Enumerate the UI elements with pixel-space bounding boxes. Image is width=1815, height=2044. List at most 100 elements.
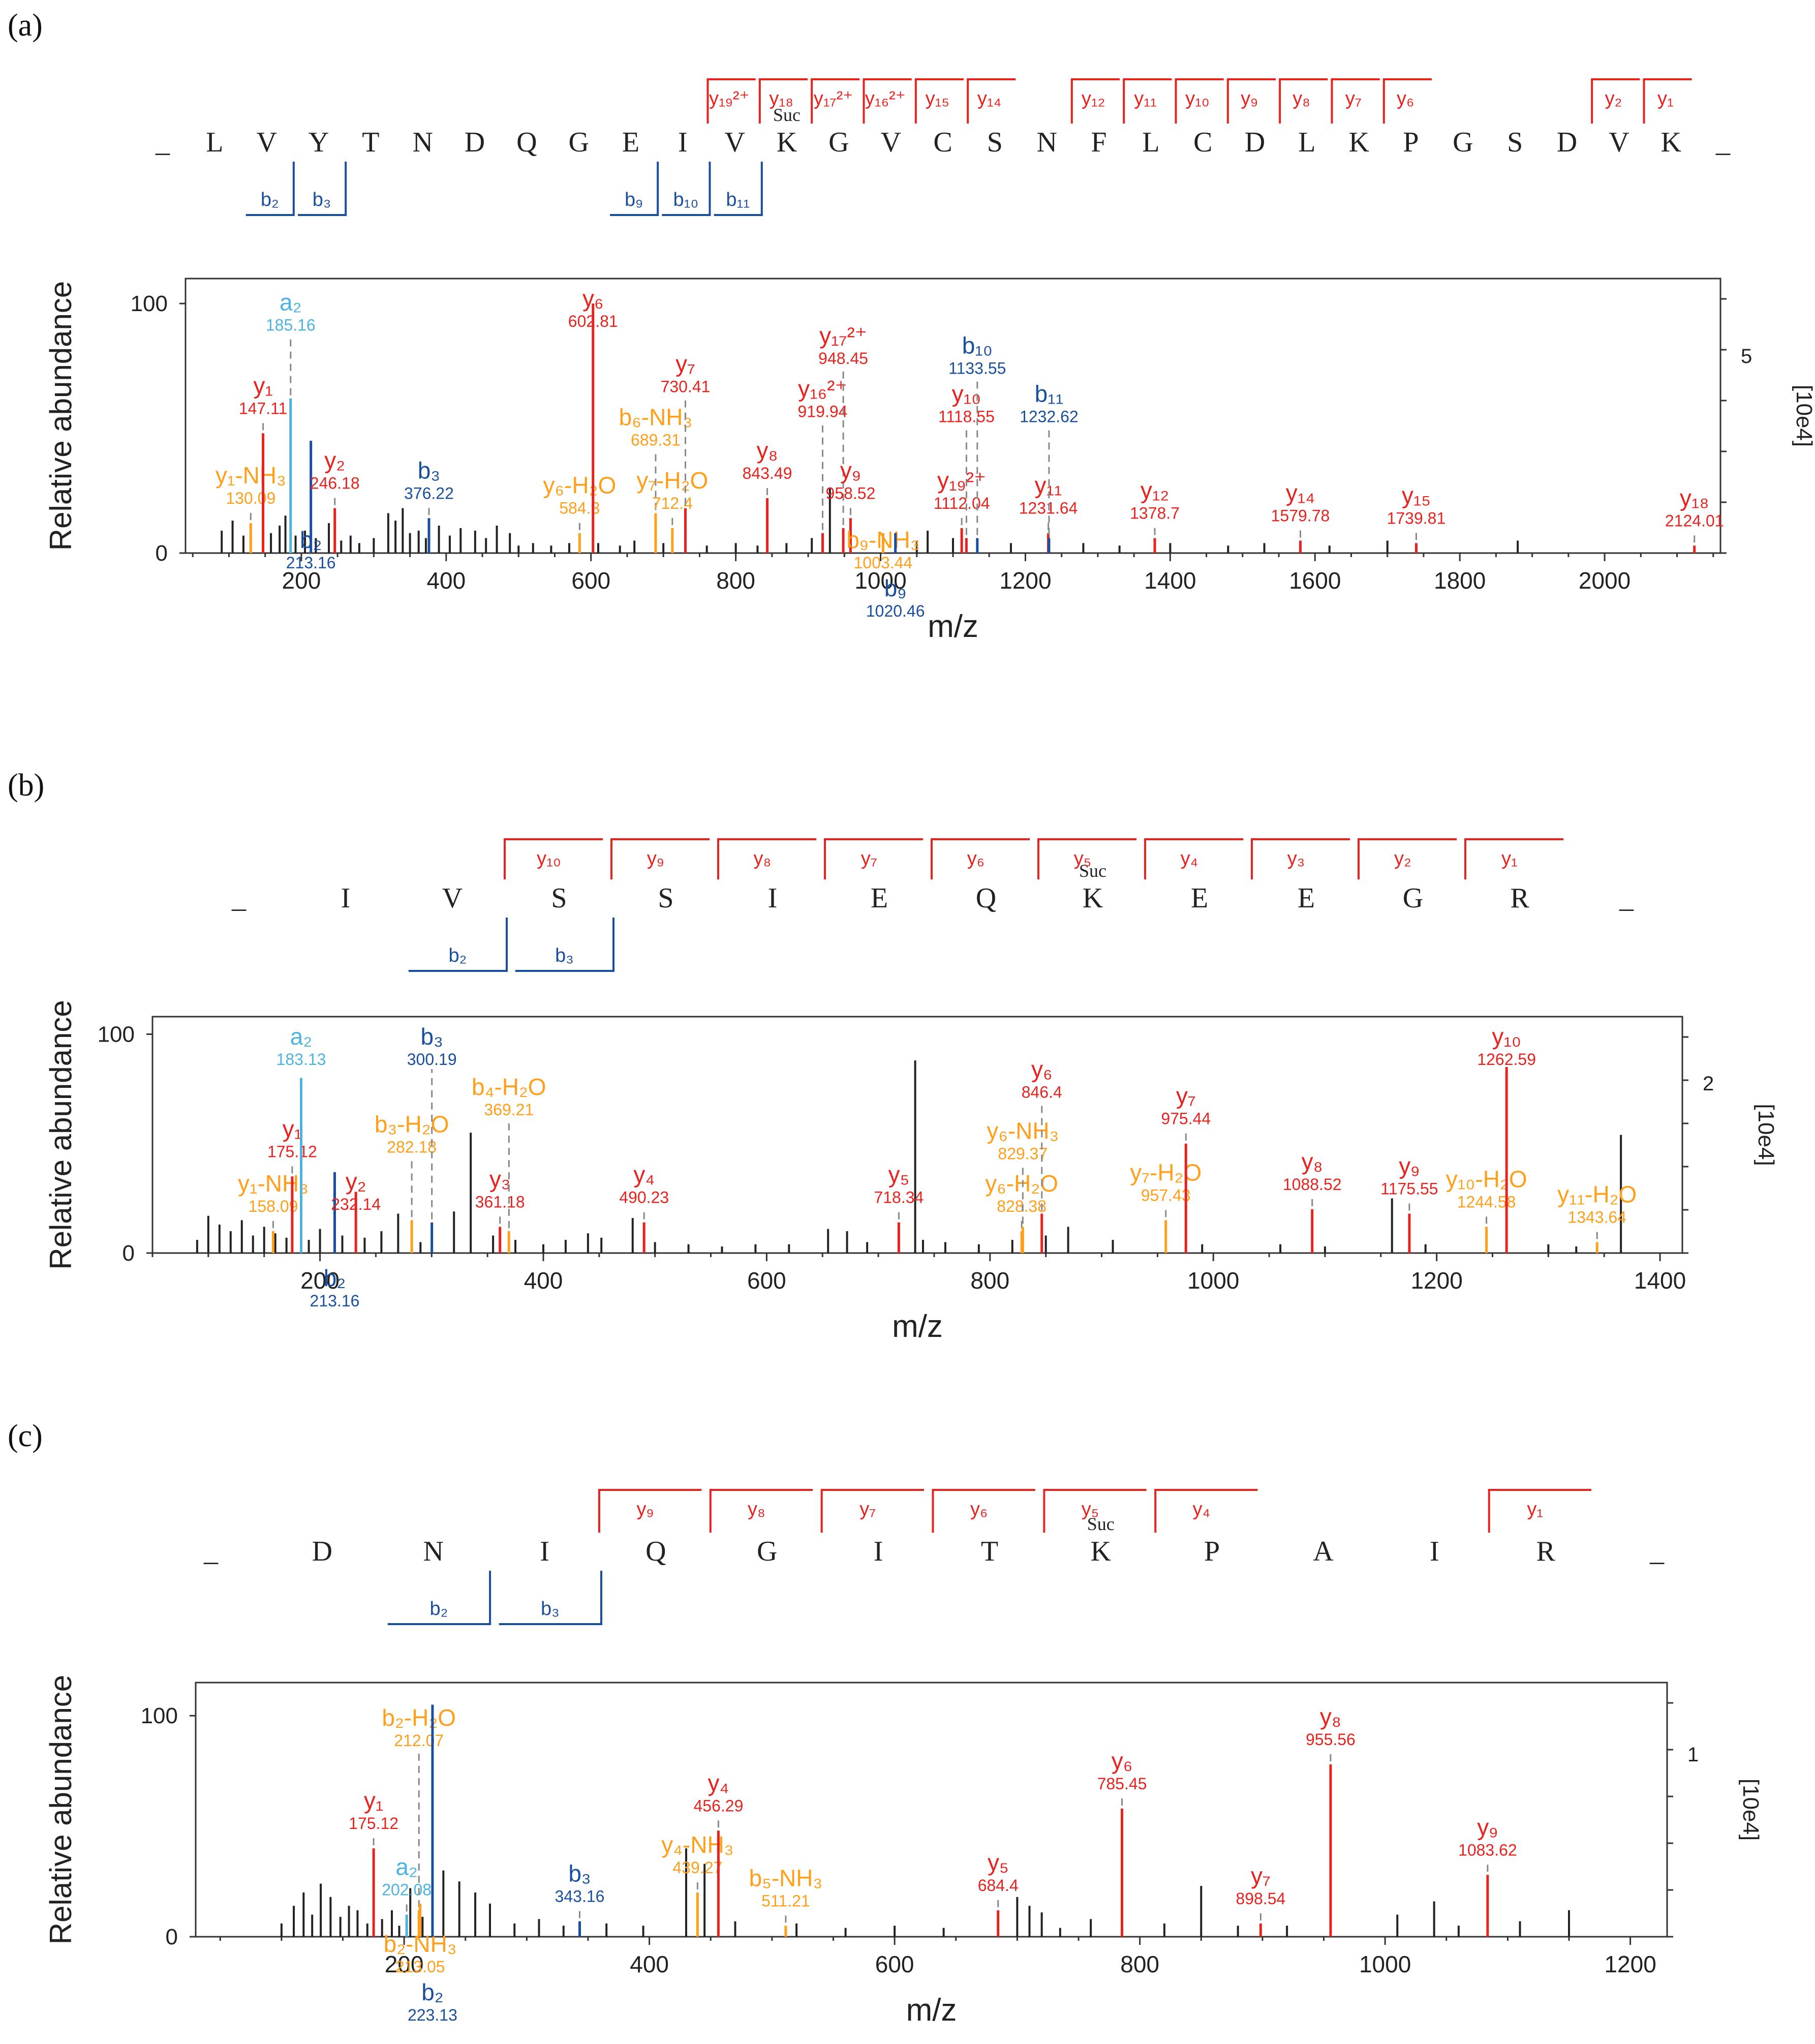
peak-ion-label: y₁₉²⁺ — [937, 467, 986, 494]
peak-mz-label: 1112.04 — [934, 494, 990, 512]
peak-ion-label: b₃ — [421, 1023, 443, 1050]
peptide-sequence: _ D N I Q G I T K P A I R _ Suc y₉ y₈ y₇ y₆ y₅ y₄ y₁ b₂ b₃ — [203, 1489, 1665, 1625]
y-fragment-bracket — [709, 1489, 813, 1533]
peak-mz-label: 232.14 — [331, 1195, 381, 1213]
y-tick-label: 0 — [156, 541, 168, 566]
x-tick-label: 600 — [875, 1951, 914, 1977]
residue: P — [1204, 1536, 1220, 1567]
noise-peaks — [221, 488, 1519, 553]
residue: N — [1036, 127, 1057, 158]
plot-frame — [151, 1016, 1683, 1254]
peptide-sequence: _ I V S S I E Q K E E G R _ Suc y₁₀ y₉ y₈ y₇ y₆ y₅ y₄ y₃ y₂ y₁ b₂… — [231, 838, 1634, 972]
y-fragment-bracket — [717, 838, 817, 879]
y-fragment-label: y₇ — [1345, 88, 1362, 109]
peak-ion-label: b₂ — [300, 527, 322, 553]
peak-mz-label: 689.31 — [631, 431, 681, 449]
peak-ion-label: b₂ — [421, 1979, 443, 2005]
x-tick-label: 2000 — [1579, 567, 1631, 594]
peak-ion-label: y₃ — [489, 1166, 511, 1192]
b-fragment-bracket — [610, 162, 659, 216]
residue: V — [1609, 127, 1629, 158]
peak-mz-label: 361.18 — [475, 1193, 525, 1211]
y-fragment-bracket — [914, 78, 964, 124]
x-axis: 200 400 600 800 1000 1200 m/z — [219, 1937, 1656, 2028]
peak-mz-label: 1088.52 — [1283, 1175, 1342, 1194]
panel--c-: (c) _ D N I Q G I T K P A I R _ Suc y₉ y₈ y₇ y₆ y₅ y₄ y₁ b₂ b₃ 20… — [8, 1419, 1763, 2028]
peak-mz-label: 511.21 — [761, 1892, 810, 1910]
x-tick-label: 1400 — [1634, 1267, 1686, 1294]
peak-mz-label: 846.4 — [1022, 1083, 1062, 1102]
y-fragment-bracket — [1464, 838, 1564, 879]
x-tick-label: 400 — [630, 1951, 669, 1977]
peak-ion-label: y₁₇²⁺ — [819, 322, 867, 349]
peak-mz-label: 1083.62 — [1458, 1841, 1517, 1859]
peak-mz-label: 2124.01 — [1665, 511, 1724, 530]
x-tick-label: 800 — [716, 567, 755, 594]
peak-mz-label: 919.94 — [798, 403, 848, 421]
y-axis-title: Relative abundance — [44, 1000, 78, 1269]
peak-ion-label: y₅ — [988, 1849, 1009, 1876]
x-tick-label: 1000 — [854, 567, 906, 594]
residue: G — [568, 127, 589, 158]
peak-mz-label: 1175.55 — [1380, 1180, 1438, 1198]
peak-ion-label: b₄-H₂O — [472, 1074, 546, 1100]
y-fragment-label: y₈ — [1293, 88, 1310, 109]
b-fragment-label: b₁₀ — [673, 189, 699, 210]
residue: D — [1245, 127, 1265, 158]
y-tick-label: 0 — [166, 1925, 178, 1949]
residue: K — [1660, 127, 1681, 158]
b-fragment-label: b₂ — [261, 189, 279, 210]
residue: I — [341, 882, 351, 914]
b-fragment-label: b₁₁ — [726, 189, 750, 210]
peak-mz-label: 958.52 — [826, 484, 876, 502]
y-fragment-bracket — [1070, 78, 1120, 124]
peak-mz-label: 158.09 — [249, 1197, 298, 1215]
y-fragment-bracket — [863, 78, 912, 124]
right-axis-title: [10e4] — [1754, 1104, 1778, 1166]
y-fragment-bracket — [706, 78, 756, 124]
residue: G — [1403, 882, 1423, 914]
y-fragment-label: y₆ — [967, 848, 985, 869]
plot-border — [151, 1016, 1683, 1254]
y-fragment-label: y₅ — [1082, 1499, 1099, 1520]
peak-ion-label: b₃ — [418, 457, 440, 483]
peak-ion-label: y₁₄ — [1286, 479, 1315, 506]
peak-ion-label: b₁₀ — [962, 332, 993, 359]
residue: S — [987, 127, 1003, 158]
peak-mz-label: 175.12 — [267, 1142, 317, 1161]
peak-mz-label: 785.45 — [1097, 1775, 1147, 1793]
residue: T — [981, 1536, 998, 1567]
b-fragment-label: b₃ — [313, 189, 331, 210]
y-fragment-label: y₁ — [1657, 88, 1674, 109]
residue: R — [1536, 1536, 1555, 1567]
panel-label: (b) — [8, 768, 44, 803]
residue: V — [880, 127, 901, 158]
y-fragment-label: y₄ — [1193, 1499, 1211, 1520]
x-axis: 200 400 600 800 1000 1200 1400 1600 1800 2000 m/z — [192, 553, 1714, 644]
residue: S — [658, 882, 673, 914]
residue: L — [1142, 127, 1159, 158]
right-tick-label: 1 — [1687, 1744, 1699, 1766]
peak-mz-label: 300.19 — [407, 1050, 457, 1069]
peak-mz-label: 602.81 — [568, 312, 618, 330]
residue: R — [1510, 882, 1529, 914]
right-axis-title: [10e4] — [1738, 1779, 1763, 1841]
peak-mz-label: 1739.81 — [1387, 509, 1446, 527]
peak-mz-label: 456.29 — [693, 1796, 743, 1815]
peak-ion-label: y₁₀ — [1492, 1023, 1521, 1050]
peak-mz-label: 957.43 — [1141, 1186, 1191, 1204]
y-fragment-bracket — [610, 838, 710, 879]
right-tick-label: 5 — [1741, 345, 1752, 368]
x-tick-label: 1000 — [1187, 1267, 1239, 1294]
peak-ion-label: b₁₁ — [1035, 381, 1064, 407]
peak-mz-label: 1232.62 — [1020, 408, 1079, 426]
modification-label: Suc — [773, 105, 801, 125]
peak-ion-label: y₇ — [1251, 1863, 1271, 1889]
panel-label: (a) — [8, 8, 43, 43]
y-fragment-bracket — [820, 1489, 924, 1533]
residue: E — [1298, 882, 1315, 914]
peak-ion-label: y₅ — [888, 1162, 910, 1188]
b-fragment-label: b₃ — [541, 1598, 560, 1620]
residue: Q — [976, 882, 996, 914]
